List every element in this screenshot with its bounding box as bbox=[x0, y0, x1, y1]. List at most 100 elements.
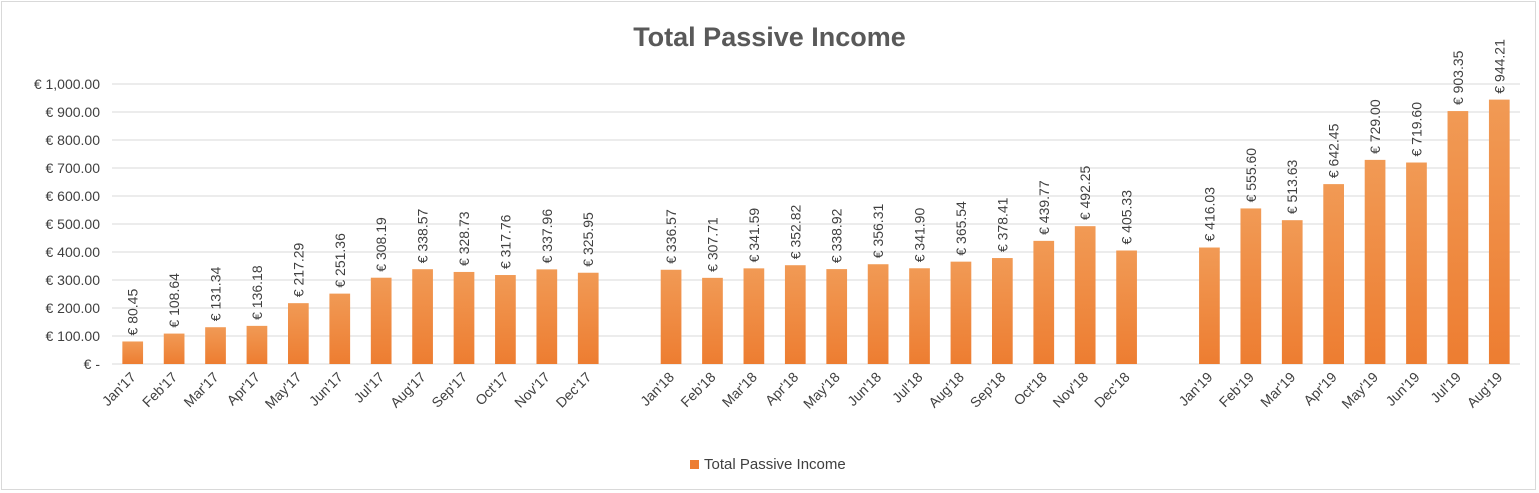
x-tick-label: Oct'17 bbox=[472, 369, 512, 409]
bar[interactable] bbox=[329, 293, 351, 364]
x-tick-label: Aug'19 bbox=[1464, 369, 1506, 411]
bar[interactable] bbox=[1240, 208, 1262, 364]
data-label: € 416.03 bbox=[1201, 187, 1217, 242]
bar[interactable] bbox=[370, 277, 392, 364]
data-label: € 555.60 bbox=[1243, 148, 1259, 203]
bar[interactable] bbox=[660, 269, 682, 364]
y-tick-label: € 700.00 bbox=[46, 160, 101, 176]
bar[interactable] bbox=[288, 303, 309, 364]
data-label: € 317.76 bbox=[497, 214, 513, 269]
bar[interactable] bbox=[867, 264, 889, 364]
bar[interactable] bbox=[1364, 159, 1386, 364]
x-tick-label: Nov'18 bbox=[1049, 369, 1091, 411]
data-label: € 336.57 bbox=[663, 209, 679, 264]
y-tick-label: € 300.00 bbox=[46, 272, 101, 288]
bar[interactable] bbox=[826, 269, 848, 364]
y-tick-label: € 200.00 bbox=[46, 300, 101, 316]
bar[interactable] bbox=[1074, 226, 1096, 364]
x-tick-label: Jun'19 bbox=[1382, 369, 1422, 409]
bar[interactable] bbox=[1406, 162, 1427, 364]
bar[interactable] bbox=[1199, 247, 1220, 364]
x-tick-label: Feb'19 bbox=[1216, 369, 1257, 410]
x-tick-label: Jun'18 bbox=[844, 369, 884, 409]
data-label: € 356.31 bbox=[870, 204, 886, 259]
y-tick-label: € 800.00 bbox=[46, 132, 101, 148]
x-tick-label: May'19 bbox=[1338, 369, 1381, 412]
bar[interactable] bbox=[743, 268, 765, 364]
data-label: € 338.57 bbox=[415, 208, 431, 263]
data-label: € 439.77 bbox=[1036, 180, 1052, 235]
x-tick-label: Jun'17 bbox=[306, 369, 346, 409]
x-tick-label: Mar'18 bbox=[719, 369, 760, 410]
bar[interactable] bbox=[950, 261, 972, 364]
x-tick-label: Apr'17 bbox=[223, 369, 263, 409]
x-tick-label: Apr'19 bbox=[1300, 369, 1340, 409]
x-tick-label: Nov'17 bbox=[511, 369, 553, 411]
data-label: € 338.92 bbox=[829, 208, 845, 263]
bar[interactable] bbox=[784, 265, 806, 364]
bar[interactable] bbox=[1281, 220, 1303, 364]
x-tick-label: Jul'17 bbox=[350, 369, 387, 406]
x-tick-label: Aug'18 bbox=[925, 369, 967, 411]
data-label: € 729.00 bbox=[1367, 99, 1383, 154]
data-label: € 136.18 bbox=[249, 265, 265, 320]
data-label: € 405.33 bbox=[1119, 190, 1135, 245]
x-tick-label: Jan'18 bbox=[637, 369, 677, 409]
x-tick-label: Dec'17 bbox=[553, 369, 595, 411]
bar[interactable] bbox=[412, 269, 433, 364]
data-label: € 513.63 bbox=[1284, 159, 1300, 214]
data-label: € 378.41 bbox=[994, 197, 1010, 252]
x-tick-label: Jan'19 bbox=[1175, 369, 1215, 409]
x-tick-label: May'18 bbox=[800, 369, 843, 412]
bar[interactable] bbox=[205, 327, 226, 364]
bar[interactable] bbox=[246, 325, 268, 364]
data-label: € 108.64 bbox=[166, 273, 182, 328]
legend-label: Total Passive Income bbox=[704, 455, 846, 473]
x-tick-label: Apr'18 bbox=[762, 369, 802, 409]
chart-title: Total Passive Income bbox=[633, 22, 906, 52]
data-label: € 903.35 bbox=[1450, 50, 1466, 105]
y-tick-label: € 500.00 bbox=[46, 216, 101, 232]
data-label: € 365.54 bbox=[953, 201, 969, 256]
data-label: € 642.45 bbox=[1326, 123, 1342, 178]
data-label: € 217.29 bbox=[290, 242, 306, 297]
y-axis-ticks: € - € 100.00 € 200.00 € 300.00 € 400.00 € 500… bbox=[34, 76, 101, 372]
x-tick-label: Mar'19 bbox=[1257, 369, 1298, 410]
data-label: € 341.90 bbox=[912, 208, 928, 263]
bar[interactable] bbox=[1447, 111, 1469, 364]
data-label: € 719.60 bbox=[1408, 102, 1424, 157]
bar[interactable] bbox=[1323, 184, 1344, 364]
x-tick-label: Aug'17 bbox=[387, 369, 429, 411]
data-label: € 337.96 bbox=[539, 209, 555, 264]
bar[interactable] bbox=[909, 268, 930, 364]
x-tick-label: Sep'18 bbox=[967, 369, 1009, 411]
x-tick-label: Jul'18 bbox=[889, 369, 926, 406]
data-labels: € 80.45 € 108.64 € 131.34 € 136.18 € 217.29 €… bbox=[125, 39, 1508, 336]
bar[interactable] bbox=[577, 272, 599, 364]
bar[interactable] bbox=[453, 271, 475, 364]
bar[interactable] bbox=[702, 277, 723, 364]
data-label: € 131.34 bbox=[208, 267, 224, 322]
bar[interactable] bbox=[122, 341, 144, 364]
data-label: € 341.59 bbox=[746, 208, 762, 263]
y-tick-label: € - bbox=[84, 356, 101, 372]
bar[interactable] bbox=[1488, 99, 1510, 364]
data-label: € 307.71 bbox=[704, 217, 720, 272]
data-label: € 944.21 bbox=[1491, 39, 1507, 94]
y-tick-label: € 900.00 bbox=[46, 104, 101, 120]
bar[interactable] bbox=[1116, 250, 1137, 364]
bar[interactable] bbox=[536, 269, 558, 364]
x-tick-label: Dec'18 bbox=[1091, 369, 1133, 411]
bar[interactable] bbox=[992, 258, 1013, 364]
x-tick-label: Oct'18 bbox=[1010, 369, 1050, 409]
bar[interactable] bbox=[1033, 240, 1055, 364]
data-label: € 325.95 bbox=[580, 212, 596, 267]
bar[interactable] bbox=[495, 275, 516, 364]
legend[interactable]: Total Passive Income bbox=[690, 454, 846, 474]
x-tick-label: Jan'17 bbox=[99, 369, 139, 409]
x-tick-label: Jul'19 bbox=[1427, 369, 1464, 406]
data-label: € 251.36 bbox=[332, 233, 348, 288]
bar[interactable] bbox=[163, 333, 185, 364]
